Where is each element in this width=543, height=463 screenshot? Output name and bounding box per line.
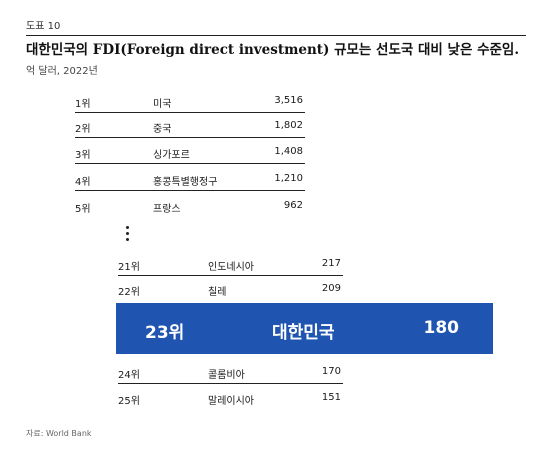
country-cell: 콜롬비아	[208, 370, 245, 381]
table-row: 4위 홍콩특별행정구 1,210	[75, 166, 305, 191]
table-row: 24위 콜롬비아 170	[118, 359, 343, 384]
chart-subtitle: 억 달러, 2022년	[26, 66, 98, 77]
table-row: 2위 중국 1,802	[75, 113, 305, 138]
value-cell: 217	[321, 258, 341, 269]
value-cell: 180	[423, 318, 460, 338]
rank-cell: 21위	[118, 262, 140, 273]
value-cell: 1,210	[274, 173, 303, 184]
rank-cell: 3위	[75, 150, 91, 161]
value-cell: 209	[321, 283, 341, 294]
rank-cell: 24위	[118, 370, 140, 381]
highlight-row-korea: 23위 대한민국 180	[116, 303, 493, 354]
country-cell: 미국	[153, 99, 172, 110]
figure-label: 도표 10	[26, 17, 526, 36]
table-row: 25위 말레이시아 151	[118, 385, 343, 409]
rank-cell: 5위	[75, 204, 91, 215]
value-cell: 1,408	[274, 146, 303, 157]
rank-cell: 22위	[118, 287, 140, 298]
chart-title: 대한민국의 FDI(Foreign direct investment) 규모는…	[26, 42, 520, 58]
table-row: 1위 미국 3,516	[75, 88, 305, 113]
value-cell: 151	[321, 392, 341, 403]
table-row: 5위 프랑스 962	[75, 193, 305, 217]
value-cell: 1,802	[274, 120, 303, 131]
rank-cell: 1위	[75, 99, 91, 110]
rank-cell: 25위	[118, 396, 140, 407]
rank-cell: 2위	[75, 124, 91, 135]
table-row: 3위 싱가포르 1,408	[75, 139, 305, 164]
country-cell: 칠레	[208, 287, 227, 298]
country-cell: 홍콩특별행정구	[153, 177, 218, 188]
source-note: 자료: World Bank	[26, 429, 92, 438]
table-row: 21위 인도네시아 217	[118, 251, 343, 276]
country-cell: 말레이시아	[208, 396, 254, 407]
value-cell: 3,516	[274, 95, 303, 106]
value-cell: 170	[321, 366, 341, 377]
value-cell: 962	[283, 200, 303, 211]
ellipsis-icon	[126, 226, 130, 244]
country-cell: 싱가포르	[153, 150, 190, 161]
country-cell: 인도네시아	[208, 262, 254, 273]
rank-cell: 23위	[145, 323, 185, 343]
country-cell: 중국	[153, 124, 172, 135]
table-row: 22위 칠레 209	[118, 276, 343, 300]
rank-cell: 4위	[75, 177, 91, 188]
country-cell: 대한민국	[272, 323, 335, 343]
country-cell: 프랑스	[153, 204, 181, 215]
